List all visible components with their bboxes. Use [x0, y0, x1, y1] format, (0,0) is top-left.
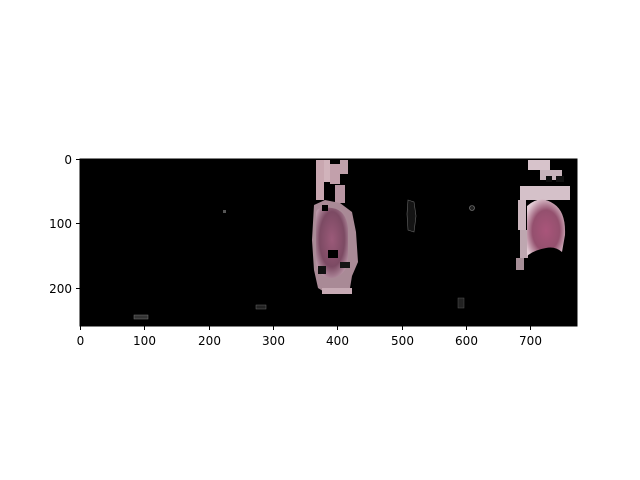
x-tick-label: 300 — [262, 334, 285, 348]
y-tick-label: 100 — [49, 217, 72, 231]
x-tick-label: 400 — [326, 334, 349, 348]
specks — [133, 199, 475, 320]
y-axis: 0 100 200 — [49, 153, 80, 296]
x-tick-label: 0 — [77, 334, 85, 348]
x-tick-label: 100 — [133, 334, 156, 348]
plot-frame — [79, 158, 578, 327]
x-axis: 0 100 200 300 400 500 600 700 — [77, 326, 542, 348]
y-tick-label: 0 — [64, 153, 72, 167]
y-tick-label: 200 — [49, 282, 72, 296]
x-tick-label: 700 — [519, 334, 542, 348]
region-left — [312, 160, 358, 294]
x-tick-label: 600 — [455, 334, 478, 348]
region-right — [516, 160, 570, 270]
x-tick-label: 200 — [198, 334, 221, 348]
x-tick-label: 500 — [391, 334, 414, 348]
